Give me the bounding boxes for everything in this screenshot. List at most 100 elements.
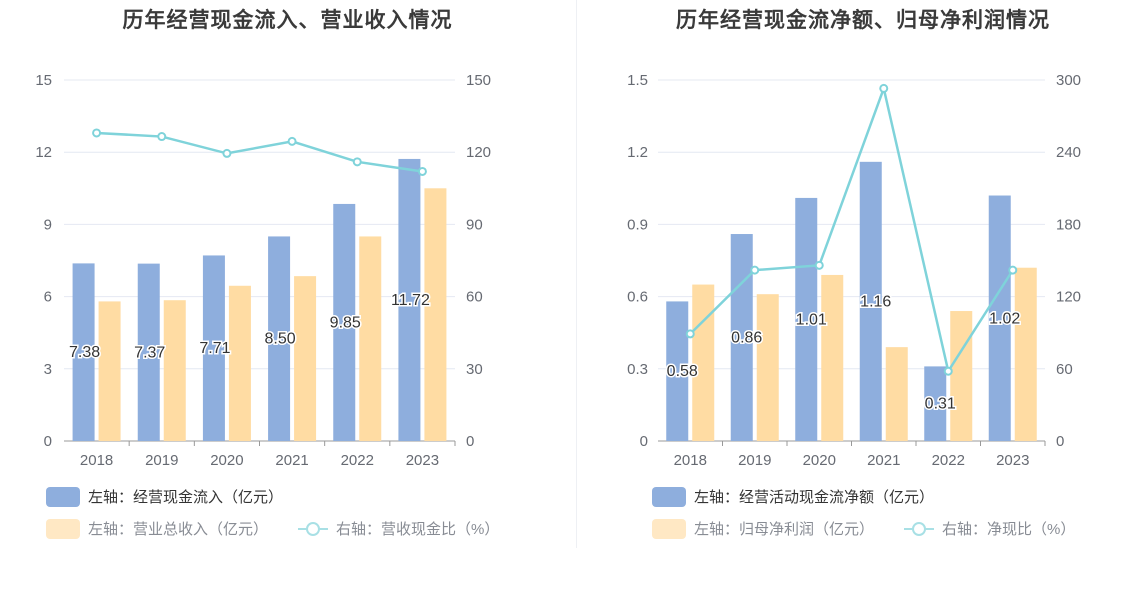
x-tick-label: 2021	[275, 452, 308, 469]
bar-data-label: 0.58	[667, 363, 698, 380]
bar-series1	[72, 263, 95, 441]
bar-data-label: 7.71	[199, 340, 230, 357]
line-point	[352, 157, 362, 167]
x-tick-label: 2020	[210, 452, 243, 469]
legend-item-line[interactable]: 右轴：营收现金比（%）	[296, 518, 499, 539]
y-right-tick-label: 0	[1056, 433, 1064, 450]
bar-series2	[228, 285, 251, 441]
y-left-tick-label: 0.9	[627, 216, 648, 233]
bar-series1	[666, 301, 689, 441]
bar-series2	[424, 188, 447, 441]
y-left-tick-label: 9	[44, 216, 52, 233]
legend-line-icon	[298, 521, 328, 536]
bar-data-label: 8.50	[265, 331, 296, 348]
y-right-tick-label: 120	[466, 144, 491, 161]
y-left-tick-label: 6	[44, 289, 52, 306]
legend-item-bar1[interactable]: 左轴：经营现金流入（亿元）	[46, 486, 283, 507]
y-left-tick-label: 15	[35, 72, 52, 89]
line-point	[814, 260, 824, 270]
bar-data-label: 0.31	[925, 396, 956, 413]
x-tick-label: 2023	[996, 452, 1029, 469]
x-tick-label: 2021	[867, 452, 900, 469]
x-tick-label: 2019	[145, 452, 178, 469]
y-right-tick-label: 60	[466, 289, 483, 306]
line-point	[750, 265, 760, 275]
bar-series1	[398, 158, 421, 441]
y-right-tick-label: 240	[1056, 144, 1081, 161]
x-tick-label: 2019	[738, 452, 771, 469]
y-left-tick-label: 0	[44, 433, 52, 450]
bar-series2	[294, 276, 317, 441]
bar-series2	[1014, 267, 1037, 441]
y-right-tick-label: 60	[1056, 361, 1073, 378]
y-right-tick-label: 0	[466, 433, 474, 450]
bar-series1	[988, 195, 1011, 441]
bar-data-label: 1.01	[796, 311, 827, 328]
line-point	[287, 136, 297, 146]
bar-series1	[730, 234, 753, 441]
legend-swatch-bar2	[652, 518, 686, 539]
legend-swatch-bar1	[652, 486, 686, 507]
y-left-tick-label: 3	[44, 361, 52, 378]
legend-label: 右轴：净现比（%）	[942, 521, 1076, 538]
legend-label: 左轴：经营现金流入（亿元）	[88, 489, 284, 506]
legend-line-icon	[904, 521, 934, 536]
legend-item-bar2[interactable]: 左轴：营业总收入（亿元）	[46, 518, 268, 539]
chart-plot-net-cash: 0 0.3 0.6 0.9 1.2 1.5 0 60 120 180 240 300 2018 2019 2…	[627, 72, 1081, 469]
bar-series2	[885, 347, 908, 441]
line-point	[92, 128, 102, 138]
y-left-tick-label: 1.5	[627, 72, 648, 89]
y-left-tick-label: 0.6	[627, 289, 648, 306]
line-point	[222, 148, 232, 158]
bar-series1	[795, 197, 818, 441]
y-right-tick-label: 150	[466, 72, 491, 89]
legend-item-bar2[interactable]: 左轴：归母净利润（亿元）	[652, 518, 874, 539]
bar-data-label: 7.37	[134, 344, 165, 361]
bar-series1	[924, 366, 947, 441]
bar-data-label: 0.86	[731, 330, 762, 347]
bar-data-label: 7.38	[69, 344, 100, 361]
legend-label: 左轴：经营活动现金流净额（亿元）	[694, 489, 935, 506]
legend-item-line[interactable]: 右轴：净现比（%）	[902, 518, 1075, 539]
line-point	[685, 329, 695, 339]
bar-data-label: 9.85	[330, 314, 361, 331]
line-point	[417, 166, 427, 176]
legend-item-bar1[interactable]: 左轴：经营活动现金流净额（亿元）	[652, 486, 934, 507]
bar-series2	[950, 311, 973, 441]
line-point	[879, 83, 889, 93]
bar-series2	[821, 274, 844, 441]
bar-series1	[859, 161, 882, 441]
x-tick-label: 2018	[80, 452, 113, 469]
y-right-tick-label: 300	[1056, 72, 1081, 89]
x-tick-label: 2023	[406, 452, 439, 469]
x-tick-label: 2020	[803, 452, 836, 469]
legend-label: 左轴：营业总收入（亿元）	[88, 521, 269, 538]
bar-series1	[137, 263, 160, 441]
chart-panel-cash-inflow: 历年经营现金流入、营业收入情况 0 3 6 9 12 15 0 30 60 90 120 150 201…	[35, 9, 499, 539]
chart-title: 历年经营现金流入、营业收入情况	[122, 9, 453, 32]
bar-series1	[333, 203, 356, 441]
y-left-tick-label: 0.3	[627, 361, 648, 378]
bar-series2	[98, 301, 121, 441]
bar-data-label: 1.02	[989, 310, 1020, 327]
line-point	[1008, 265, 1018, 275]
line-point	[943, 366, 953, 376]
y-left-tick-label: 12	[35, 144, 52, 161]
line-series	[689, 84, 1014, 375]
y-right-tick-label: 120	[1056, 289, 1081, 306]
bar-data-label: 11.72	[391, 292, 430, 309]
bar-data-label: 1.16	[860, 293, 891, 310]
legend-swatch-bar2	[46, 518, 80, 539]
bar-series1	[202, 255, 225, 441]
line-point	[157, 132, 167, 142]
y-right-tick-label: 90	[466, 216, 483, 233]
y-left-tick-label: 0	[640, 433, 648, 450]
legend-label: 左轴：归母净利润（亿元）	[694, 521, 875, 538]
bar-series1	[268, 236, 291, 441]
y-right-tick-label: 30	[466, 361, 483, 378]
x-tick-label: 2018	[674, 452, 707, 469]
chart-title: 历年经营现金流净额、归母净利润情况	[676, 9, 1050, 32]
line-series	[96, 131, 423, 173]
legend-label: 右轴：营收现金比（%）	[336, 521, 500, 538]
